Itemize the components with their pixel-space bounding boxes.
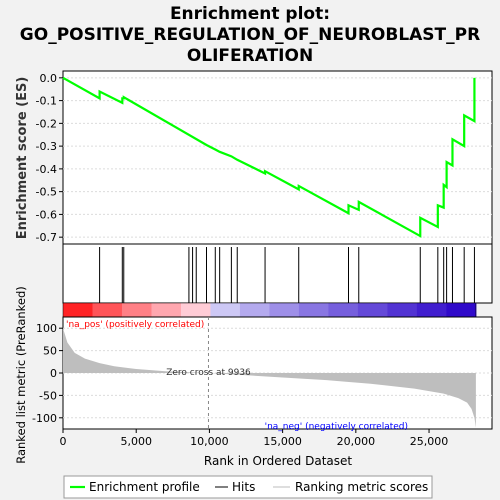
legend: Enrichment profile Hits Ranking metric s… [63, 475, 433, 499]
ranking-metric-fill [63, 328, 476, 428]
rank-x-tick-label: 25,000 [410, 435, 449, 448]
color-bar-segment [239, 303, 270, 317]
rank-y-ticks: 100 50 0 -50 -100 [32, 322, 63, 425]
color-bar-segment [210, 303, 241, 317]
color-bar-segment [328, 303, 359, 317]
rank-x-ticks: 0 5,000 10,000 15,000 20,000 25,000 [60, 429, 449, 448]
positive-correlated-label: 'na_pos' (positively correlated) [66, 320, 204, 330]
rank-y-tick-label: 100 [36, 322, 57, 335]
rank-x-tick-label: 0 [60, 435, 67, 448]
es-y-tick-label: -0.1 [36, 95, 57, 108]
es-y-tick-label: 0.0 [40, 72, 58, 85]
color-bar-segment [416, 303, 447, 317]
rank-y-tick-label: 0 [50, 367, 57, 380]
es-y-tick-label: -0.3 [36, 140, 57, 153]
color-bar-segment [63, 303, 93, 317]
hits-panel [62, 243, 493, 304]
color-bar-segment [269, 303, 300, 317]
es-panel-background [62, 70, 493, 245]
es-y-axis-label: Enrichment score (ES) [15, 77, 30, 240]
rank-x-axis-label: Rank in Ordered Dataset [204, 454, 352, 468]
legend-box [63, 475, 433, 499]
color-bar-segment [357, 303, 388, 317]
es-y-tick-label: -0.7 [36, 231, 57, 244]
rank-y-tick-label: -50 [39, 389, 57, 402]
color-bar-segment [92, 303, 123, 317]
legend-enrichment-label: Enrichment profile [89, 480, 200, 494]
zero-cross-label: Zero cross at 9936 [166, 368, 251, 378]
es-y-ticks: 0.0 -0.1 -0.2 -0.3 -0.4 -0.5 -0.6 -0.7 [36, 72, 63, 244]
es-y-tick-label: -0.2 [36, 117, 57, 130]
rank-x-tick-label: 15,000 [263, 435, 302, 448]
rank-x-tick-label: 5,000 [120, 435, 152, 448]
rank-y-tick-label: -100 [32, 412, 57, 425]
color-bar-segment [180, 303, 211, 317]
title-line-1: Enrichment plot: [170, 4, 330, 24]
es-y-tick-label: -0.4 [36, 163, 57, 176]
title-line-2: GO_POSITIVE_REGULATION_OF_NEUROBLAST_PR [20, 25, 480, 45]
rank-color-bar [62, 302, 477, 318]
color-bar-segment [446, 303, 477, 317]
es-y-tick-label: -0.5 [36, 186, 57, 199]
rank-x-tick-label: 20,000 [337, 435, 376, 448]
rank-y-tick-label: 50 [43, 345, 57, 358]
hits-panel-background [62, 243, 493, 304]
rank-panel: Zero cross at 9936 'na_pos' (positively … [14, 286, 493, 468]
legend-hits-label: Hits [232, 480, 255, 494]
rank-y-axis-label: Ranked list metric (PreRanked) [14, 286, 28, 464]
es-panel: 0.0 -0.1 -0.2 -0.3 -0.4 -0.5 -0.6 -0.7 Enrichme… [15, 70, 493, 245]
color-bar-segment [298, 303, 329, 317]
color-bar-segment [387, 303, 418, 317]
negative-correlated-label: 'na_neg' (negatively correlated) [265, 422, 408, 432]
color-bar-segment [121, 303, 152, 317]
title-line-3: OLIFERATION [187, 46, 313, 66]
rank-x-tick-label: 10,000 [190, 435, 229, 448]
es-y-tick-label: -0.6 [36, 208, 57, 221]
hit-lines [99, 247, 475, 303]
color-bar-segment [151, 303, 182, 317]
legend-metric-label: Ranking metric scores [295, 480, 428, 494]
enrichment-profile-line [62, 76, 476, 238]
